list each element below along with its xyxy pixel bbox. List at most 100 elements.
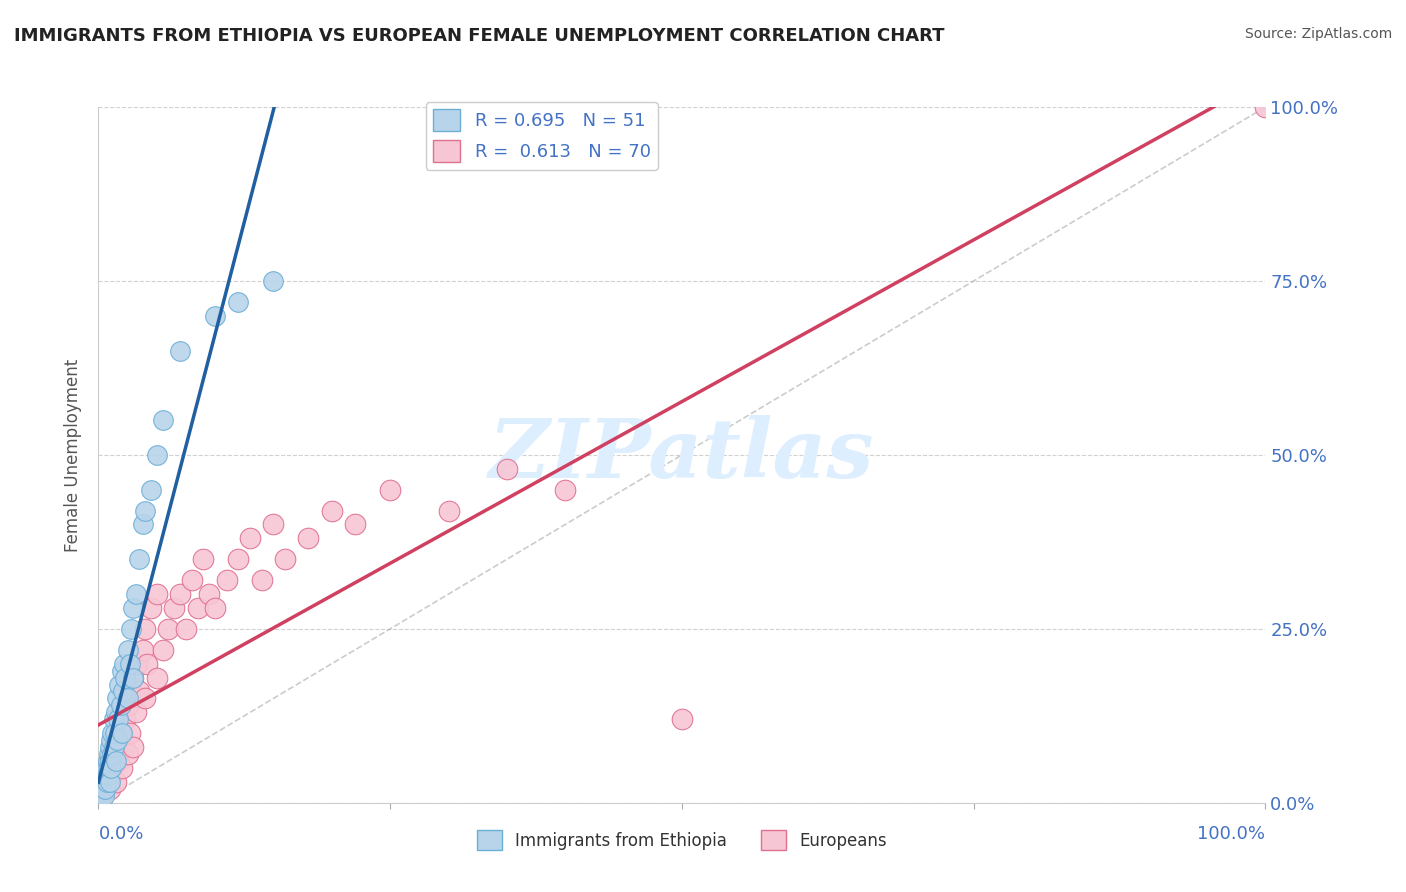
Point [104, 754, 127, 768]
Point [193, 552, 215, 566]
Point [103, 740, 125, 755]
Point [250, 573, 273, 587]
Point [198, 587, 221, 601]
Point [146, 448, 169, 462]
Point [90, 781, 112, 796]
Point [180, 573, 202, 587]
Point [97, 772, 120, 786]
Text: 100.0%: 100.0% [1198, 825, 1265, 843]
Point [110, 698, 132, 713]
Point [107, 712, 129, 726]
Point [94, 781, 117, 796]
Legend: Immigrants from Ethiopia, Europeans: Immigrants from Ethiopia, Europeans [471, 823, 893, 857]
Point [122, 671, 145, 685]
Point [98, 768, 121, 782]
Text: ZIPatlas: ZIPatlas [489, 415, 875, 495]
Text: IMMIGRANTS FROM ETHIOPIA VS EUROPEAN FEMALE UNEMPLOYMENT CORRELATION CHART: IMMIGRANTS FROM ETHIOPIA VS EUROPEAN FEM… [14, 27, 945, 45]
Point [554, 483, 576, 497]
Point [174, 622, 197, 636]
Point [93, 781, 115, 796]
Point [96, 775, 118, 789]
Point [112, 657, 135, 671]
Point [104, 706, 127, 720]
Point [97, 747, 120, 761]
Point [93, 775, 115, 789]
Point [122, 740, 145, 755]
Point [93, 775, 115, 789]
Point [103, 757, 125, 772]
Point [262, 274, 284, 288]
Point [139, 483, 162, 497]
Point [118, 726, 141, 740]
Point [120, 684, 142, 698]
Point [117, 698, 139, 713]
Point [274, 552, 297, 566]
Point [239, 532, 262, 546]
Point [163, 601, 186, 615]
Point [228, 552, 250, 566]
Point [128, 552, 150, 566]
Point [128, 684, 150, 698]
Point [111, 726, 134, 740]
Text: Source: ZipAtlas.com: Source: ZipAtlas.com [1244, 27, 1392, 41]
Point [101, 747, 124, 761]
Point [134, 691, 156, 706]
Y-axis label: Female Unemployment: Female Unemployment [65, 359, 83, 551]
Point [91, 781, 114, 796]
Point [111, 664, 134, 678]
Point [134, 503, 156, 517]
Point [187, 601, 209, 615]
Point [94, 778, 117, 793]
Point [90, 789, 112, 803]
Point [111, 761, 134, 775]
Point [114, 712, 136, 726]
Point [97, 768, 120, 782]
Point [108, 677, 131, 691]
Point [98, 740, 121, 755]
Point [97, 754, 120, 768]
Point [101, 726, 124, 740]
Point [98, 781, 121, 796]
Point [97, 761, 120, 775]
Point [146, 587, 169, 601]
Point [112, 740, 135, 755]
Point [96, 775, 118, 789]
Point [136, 657, 159, 671]
Point [118, 657, 141, 671]
Point [152, 642, 174, 657]
Point [96, 761, 118, 775]
Point [132, 642, 155, 657]
Point [105, 691, 128, 706]
Point [98, 775, 121, 789]
Point [100, 768, 122, 782]
Point [91, 785, 114, 799]
Point [94, 768, 117, 782]
Point [262, 517, 284, 532]
Point [117, 747, 139, 761]
Point [204, 601, 226, 615]
Point [169, 587, 191, 601]
Point [93, 789, 115, 803]
Point [104, 775, 127, 789]
Point [228, 294, 250, 309]
Point [111, 684, 134, 698]
Point [321, 503, 343, 517]
Point [134, 622, 156, 636]
Point [1254, 100, 1277, 114]
Point [97, 778, 120, 793]
Point [344, 517, 367, 532]
Point [125, 706, 148, 720]
Point [671, 712, 693, 726]
Point [104, 750, 127, 764]
Point [132, 517, 155, 532]
Point [297, 532, 319, 546]
Point [104, 726, 127, 740]
Point [122, 601, 145, 615]
Point [152, 413, 174, 427]
Point [90, 789, 112, 803]
Point [108, 733, 131, 747]
Point [496, 462, 519, 476]
Point [111, 726, 134, 740]
Text: 0.0%: 0.0% [98, 825, 143, 843]
Point [104, 740, 127, 755]
